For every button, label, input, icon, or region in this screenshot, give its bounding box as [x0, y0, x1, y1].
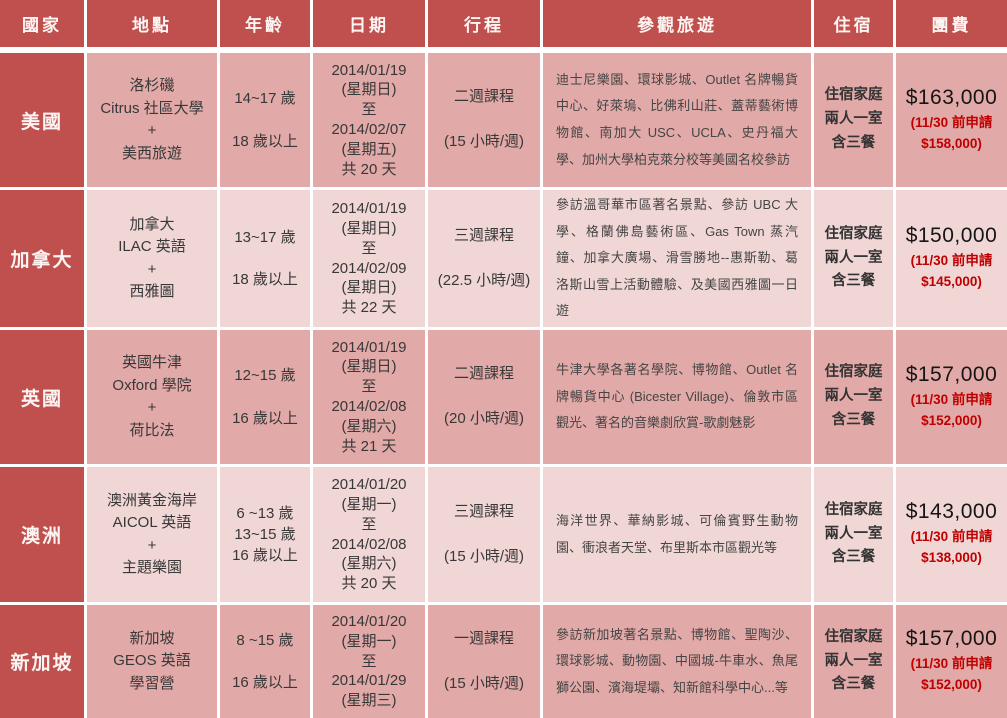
header-date: 日期: [313, 0, 425, 50]
stay-cell: 住宿家庭 兩人一室 含三餐: [814, 190, 893, 327]
header-stay: 住宿: [814, 0, 893, 50]
date-cell: 2014/01/20 (星期一) 至 2014/02/08 (星期六) 共 20…: [313, 467, 425, 602]
price-discount: (11/30 前申請 $152,000): [910, 391, 993, 428]
tour-cell: 牛津大學各著名學院、博物館、Outlet 名牌暢貨中心 (Bicester Vi…: [543, 330, 811, 464]
price-amount: $157,000: [905, 362, 998, 386]
location-cell: 新加坡 GEOS 英語 學習營: [87, 605, 217, 718]
course-cell: 一週課程 (15 小時/週): [428, 605, 540, 718]
price-discount: (11/30 前申請 $138,000): [910, 529, 993, 565]
tour-cell: 迪士尼樂園、環球影城、Outlet 名牌暢貨中心、好萊塢、比佛利山莊、蓋蒂藝術博…: [543, 53, 811, 187]
age-cell: 12~15 歲 16 歲以上: [220, 330, 310, 464]
country-cell: 新加坡: [0, 605, 84, 718]
price-amount: $143,000: [905, 500, 998, 524]
country-cell: 加拿大: [0, 190, 84, 327]
price-cell: $157,000 (11/30 前申請 $152,000): [896, 330, 1007, 464]
header-location: 地點: [87, 0, 217, 50]
course-cell: 三週課程 (15 小時/週): [428, 467, 540, 602]
tour-cell: 海洋世界、華納影城、可倫賓野生動物園、衝浪者天堂、布里斯本市區觀光等: [543, 467, 811, 602]
tour-text: 參訪溫哥華市區著名景點、參訪 UBC 大學、格蘭佛島藝術區、Gas Town 蒸…: [556, 196, 798, 319]
course-cell: 二週課程 (15 小時/週): [428, 53, 540, 187]
stay-cell: 住宿家庭 兩人一室 含三餐: [814, 330, 893, 464]
tour-text: 海洋世界、華納影城、可倫賓野生動物園、衝浪者天堂、布里斯本市區觀光等: [556, 512, 798, 555]
stay-cell: 住宿家庭 兩人一室 含三餐: [814, 605, 893, 718]
tour-text: 參訪新加坡著名景點、博物館、聖陶沙、環球影城、動物園、中國城-牛車水、魚尾獅公園…: [556, 626, 798, 695]
age-cell: 13~17 歲 18 歲以上: [220, 190, 310, 327]
date-cell: 2014/01/19 (星期日) 至 2014/02/09 (星期日) 共 22…: [313, 190, 425, 327]
course-cell: 三週課程 (22.5 小時/週): [428, 190, 540, 327]
price-discount: (11/30 前申請 $145,000): [910, 253, 993, 289]
price-cell: $163,000 (11/30 前申請 $158,000): [896, 53, 1007, 187]
location-cell: 加拿大 ILAC 英語 + 西雅圖: [87, 190, 217, 327]
price-cell: $150,000 (11/30 前申請 $145,000): [896, 190, 1007, 327]
price-cell: $143,000 (11/30 前申請 $138,000): [896, 467, 1007, 602]
price-amount: $150,000: [905, 224, 998, 248]
age-cell: 6 ~13 歲 13~15 歲 16 歲以上: [220, 467, 310, 602]
stay-cell: 住宿家庭 兩人一室 含三餐: [814, 467, 893, 602]
location-cell: 洛杉磯 Citrus 社區大學 + 美西旅遊: [87, 53, 217, 187]
date-cell: 2014/01/19 (星期日) 至 2014/02/08 (星期六) 共 21…: [313, 330, 425, 464]
header-country: 國家: [0, 0, 84, 50]
price-discount: (11/30 前申請 $152,000): [910, 656, 993, 692]
location-cell: 英國牛津 Oxford 學院 + 荷比法: [87, 330, 217, 464]
location-cell: 澳洲黃金海岸 AICOL 英語 + 主題樂園: [87, 467, 217, 602]
course-cell: 二週課程 (20 小時/週): [428, 330, 540, 464]
age-cell: 8 ~15 歲 16 歲以上: [220, 605, 310, 718]
tour-text: 迪士尼樂園、環球影城、Outlet 名牌暢貨中心、好萊塢、比佛利山莊、蓋蒂藝術博…: [556, 71, 798, 167]
header-course: 行程: [428, 0, 540, 50]
tour-text: 牛津大學各著名學院、博物館、Outlet 名牌暢貨中心 (Bicester Vi…: [556, 362, 798, 431]
date-cell: 2014/01/19 (星期日) 至 2014/02/07 (星期五) 共 20…: [313, 53, 425, 187]
price-amount: $157,000: [905, 627, 998, 651]
header-price: 團費: [896, 0, 1007, 50]
country-cell: 澳洲: [0, 467, 84, 602]
date-cell: 2014/01/20 (星期一) 至 2014/01/29 (星期三): [313, 605, 425, 718]
header-age: 年齡: [220, 0, 310, 50]
price-amount: $163,000: [905, 85, 998, 109]
header-tour: 參觀旅遊: [543, 0, 811, 50]
tour-cell: 參訪新加坡著名景點、博物館、聖陶沙、環球影城、動物園、中國城-牛車水、魚尾獅公園…: [543, 605, 811, 718]
country-cell: 英國: [0, 330, 84, 464]
price-discount: (11/30 前申請 $158,000): [910, 114, 993, 151]
country-cell: 美國: [0, 53, 84, 187]
tour-cell: 參訪溫哥華市區著名景點、參訪 UBC 大學、格蘭佛島藝術區、Gas Town 蒸…: [543, 190, 811, 327]
price-cell: $157,000 (11/30 前申請 $152,000): [896, 605, 1007, 718]
stay-cell: 住宿家庭 兩人一室 含三餐: [814, 53, 893, 187]
age-cell: 14~17 歲 18 歲以上: [220, 53, 310, 187]
